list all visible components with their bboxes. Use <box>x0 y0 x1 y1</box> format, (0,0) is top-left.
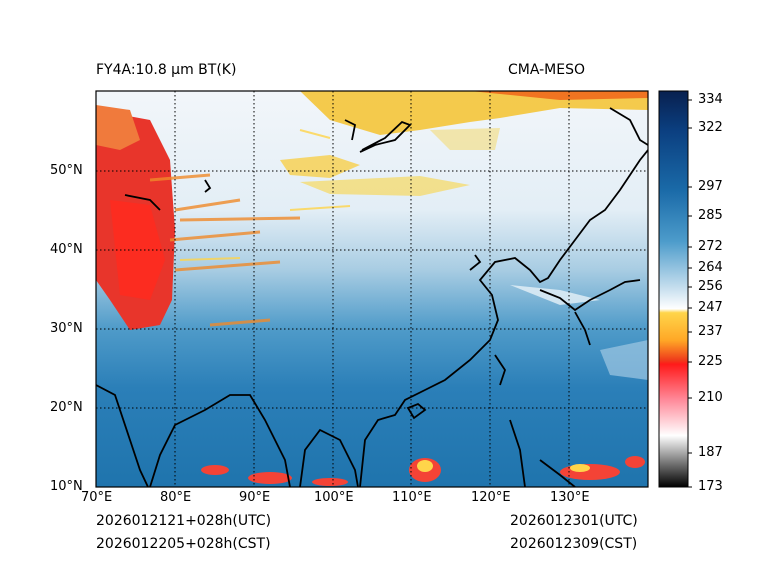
lat-label-50: 50°N <box>50 163 83 178</box>
colorbar-label: 173 <box>698 479 723 494</box>
map-frame <box>95 90 649 488</box>
lon-label-70: 70°E <box>81 490 113 505</box>
figure-title-right: CMA-MESO <box>508 62 586 78</box>
satellite-image <box>96 91 648 487</box>
lat-label-30: 30°N <box>50 321 83 336</box>
colorbar-ticks <box>688 99 692 488</box>
colorbar-label: 210 <box>698 390 723 405</box>
colorbar-label: 187 <box>698 445 723 460</box>
figure-title-left: FY4A:10.8 µm BT(K) <box>96 62 237 78</box>
colorbar-label: 256 <box>698 279 723 294</box>
colorbar-label: 334 <box>698 92 723 107</box>
init-time-utc: 2026012121+028h(UTC) <box>96 513 272 529</box>
coastlines <box>96 107 648 487</box>
colorbar-label: 264 <box>698 260 723 275</box>
lon-label-80: 80°E <box>160 490 192 505</box>
valid-time-utc: 2026012301(UTC) <box>510 513 638 529</box>
lon-label-90: 90°E <box>239 490 271 505</box>
colorbar-label: 297 <box>698 179 723 194</box>
lon-label-100: 100°E <box>314 490 354 505</box>
lon-label-110: 110°E <box>392 490 432 505</box>
lon-label-130: 130°E <box>550 490 590 505</box>
colorbar-label: 272 <box>698 239 723 254</box>
lat-label-10: 10°N <box>50 479 83 494</box>
lon-label-120: 120°E <box>471 490 511 505</box>
colorbar-label: 322 <box>698 120 723 135</box>
colorbar <box>658 90 689 488</box>
init-time-cst: 2026012205+028h(CST) <box>96 536 271 552</box>
valid-time-cst: 2026012309(CST) <box>510 536 638 552</box>
lat-label-40: 40°N <box>50 242 83 257</box>
graticule <box>96 91 648 487</box>
colorbar-label: 247 <box>698 300 723 315</box>
colorbar-label: 237 <box>698 324 723 339</box>
colorbar-label: 285 <box>698 208 723 223</box>
lat-label-20: 20°N <box>50 400 83 415</box>
colorbar-label: 225 <box>698 354 723 369</box>
